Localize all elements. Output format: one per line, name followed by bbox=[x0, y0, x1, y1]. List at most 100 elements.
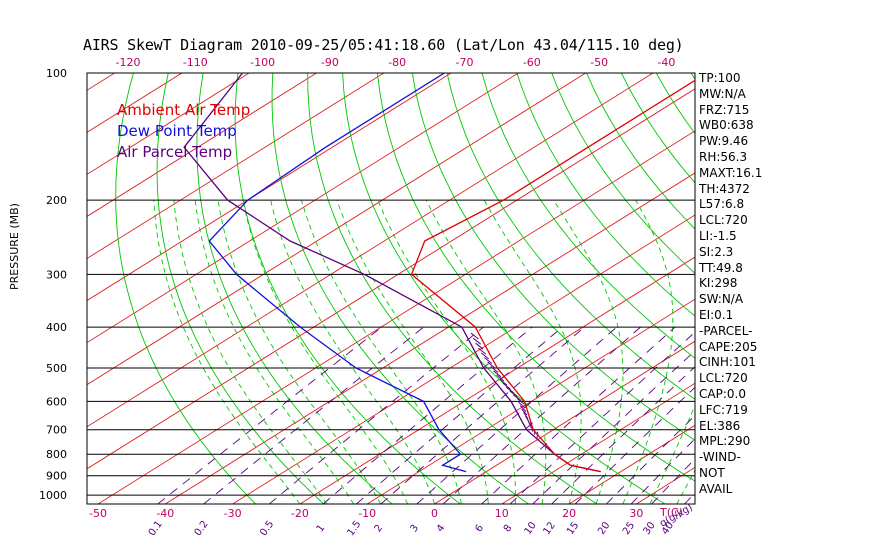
stat-item: L57:6.8 bbox=[699, 197, 745, 212]
dry-adiabat-line bbox=[342, 73, 666, 504]
dry-adiabat-line bbox=[156, 73, 325, 504]
stat-item: EL:386 bbox=[699, 418, 741, 433]
mixing-ratio-tick-label: 0.5 bbox=[258, 519, 276, 538]
stat-item: RH:56.3 bbox=[699, 149, 748, 164]
isotherm-line bbox=[434, 340, 695, 504]
pressure-tick-label: 1000 bbox=[39, 489, 67, 502]
isotherm-line bbox=[87, 73, 654, 428]
top-temp-tick-label: -50 bbox=[590, 56, 608, 69]
stability-indices-panel: TP:100 MW:N/A FRZ:715 WB0:638 PW:9.46 RH:56.3… bbox=[699, 71, 762, 498]
dry-adiabat-line bbox=[376, 73, 695, 482]
mixing-ratio-line bbox=[574, 386, 695, 504]
mixing-ratio-tick-label: 1 bbox=[315, 523, 328, 535]
dry-adiabat-line bbox=[234, 73, 461, 504]
dry-adiabat-line bbox=[115, 73, 256, 504]
top-temp-tick-label: -40 bbox=[657, 56, 675, 69]
bottom-temp-tick-label: -50 bbox=[89, 507, 107, 520]
pressure-tick-label: 200 bbox=[46, 194, 67, 207]
grid-layer bbox=[0, 73, 870, 504]
cape-hatch-line bbox=[523, 412, 529, 419]
mixing-ratio-line bbox=[356, 326, 563, 504]
isotherm-line bbox=[0, 73, 47, 504]
dry-adiabat-line bbox=[481, 73, 695, 359]
moist-adiabat-line bbox=[377, 199, 516, 504]
isotherm-line bbox=[87, 73, 115, 91]
ambient-air-temp-line bbox=[410, 79, 695, 473]
dry-adiabat-line bbox=[446, 73, 695, 400]
top-temp-tick-label: -70 bbox=[456, 56, 474, 69]
mixing-ratio-line bbox=[509, 331, 695, 504]
cape-hatch-line bbox=[519, 405, 527, 412]
mixing-ratio-tick-label: 8 bbox=[502, 523, 515, 535]
moist-adiabat-line bbox=[336, 199, 489, 504]
stat-item: EI:0.1 bbox=[699, 307, 734, 322]
mixing-ratio-tick-label: 30 bbox=[641, 520, 657, 537]
isotherm-line bbox=[97, 130, 695, 504]
mixing-ratio-tick-label: 20 bbox=[596, 520, 612, 537]
mixing-ratio-tick-label: 25 bbox=[621, 520, 637, 537]
moist-adiabat-line bbox=[194, 200, 355, 504]
mixing-ratio-line bbox=[551, 366, 695, 504]
dry-adiabat-line bbox=[411, 73, 695, 441]
bottom-temp-tick-label: 10 bbox=[495, 507, 509, 520]
cape-hatch-line bbox=[480, 352, 490, 360]
moist-adiabat-line bbox=[553, 199, 624, 504]
stat-item: NOT bbox=[699, 465, 725, 480]
moist-adiabat-line bbox=[622, 199, 674, 504]
mixing-ratio-tick-label: 15 bbox=[565, 520, 581, 537]
cape-hatch-line bbox=[502, 382, 511, 390]
cape-hatch-line bbox=[470, 332, 479, 340]
isotherm-line bbox=[501, 382, 695, 504]
isotherm-line bbox=[87, 73, 519, 344]
stat-item: LFC:719 bbox=[699, 402, 748, 417]
isotherm-line bbox=[87, 73, 250, 175]
stat-item: MW:N/A bbox=[699, 86, 746, 101]
mixing-ratio-tick-label: 12 bbox=[541, 520, 557, 537]
moist-adiabat-line bbox=[242, 200, 409, 504]
legend: Ambient Air Temp Dew Point Temp Air Parc… bbox=[117, 100, 250, 163]
stat-item: CINH:101 bbox=[699, 355, 756, 370]
mixing-ratio-line bbox=[203, 326, 424, 504]
dry-adiabat-line bbox=[516, 73, 695, 317]
bottom-temp-tick-label: -30 bbox=[224, 507, 242, 520]
stat-item: WB0:638 bbox=[699, 118, 754, 133]
cape-hatch-line bbox=[513, 394, 522, 402]
isotherm-line bbox=[366, 298, 695, 504]
isotherm-line bbox=[87, 73, 452, 302]
top-temp-tick-label: -60 bbox=[523, 56, 541, 69]
stat-item: -PARCEL- bbox=[699, 323, 753, 338]
mixing-ratio-line bbox=[532, 350, 695, 504]
legend-air-parcel-temp: Air Parcel Temp bbox=[117, 143, 233, 161]
mixing-ratio-line bbox=[157, 326, 382, 504]
top-temp-tick-label: -110 bbox=[183, 56, 208, 69]
stat-item: -WIND- bbox=[699, 450, 741, 465]
cape-hatch-line bbox=[487, 361, 496, 369]
cape-hatch-line bbox=[505, 386, 515, 394]
bottom-temp-tick-label: -40 bbox=[156, 507, 174, 520]
moist-adiabat-line bbox=[425, 199, 547, 504]
moist-adiabat-line bbox=[217, 200, 382, 504]
cape-hatch-line bbox=[478, 347, 487, 355]
isotherm-line bbox=[87, 73, 385, 260]
pressure-tick-label: 700 bbox=[46, 424, 67, 437]
mixing-ratio-line bbox=[416, 326, 617, 504]
legend-dew-point-temp: Dew Point Temp bbox=[117, 122, 237, 140]
stat-item: SW:N/A bbox=[699, 292, 744, 307]
moist-adiabat-line bbox=[153, 200, 301, 504]
cape-hatch-line bbox=[490, 366, 499, 373]
dry-adiabat-line bbox=[307, 73, 598, 504]
isotherm-line bbox=[299, 256, 695, 504]
cape-hatch-line bbox=[518, 401, 526, 409]
dry-adiabat-line bbox=[551, 73, 695, 274]
stat-item: CAPE:205 bbox=[699, 339, 758, 354]
mixing-ratio-line bbox=[269, 326, 484, 504]
top-temp-tick-label: -80 bbox=[388, 56, 406, 69]
dry-adiabat-line bbox=[796, 73, 870, 504]
mixing-ratio-tick-label: 4 bbox=[435, 523, 448, 535]
isotherm-line bbox=[87, 73, 586, 386]
cape-hatch-line bbox=[472, 337, 482, 345]
dry-adiabat-line bbox=[655, 73, 695, 135]
mixing-ratio-line bbox=[380, 326, 585, 504]
